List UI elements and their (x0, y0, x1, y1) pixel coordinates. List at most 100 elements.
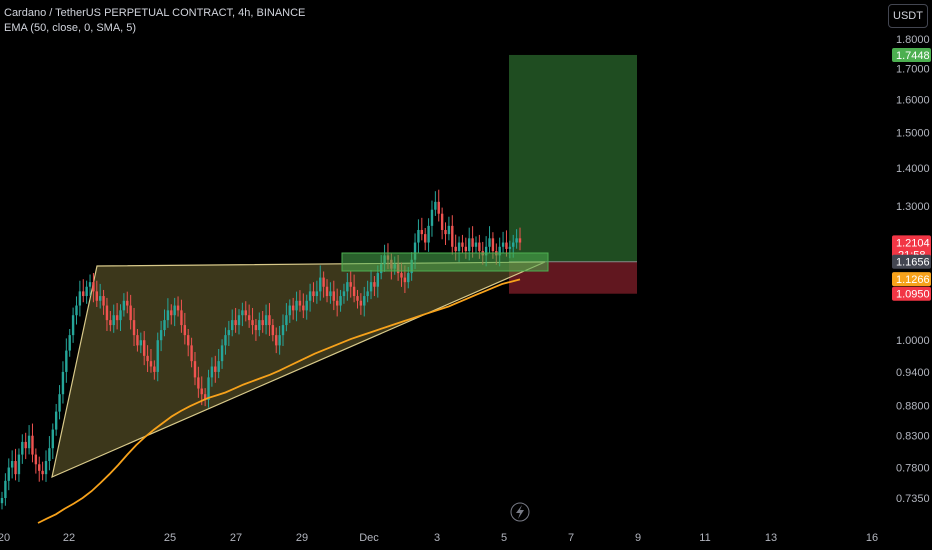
price-tag-label: 1.1266 (896, 274, 930, 286)
candle-body (420, 229, 424, 235)
candle-body (176, 305, 180, 311)
candle-body (44, 461, 48, 475)
candle-body (61, 371, 65, 395)
candle-body (17, 454, 21, 475)
candle-body (68, 335, 71, 351)
candle-body (451, 225, 454, 247)
target-box (509, 54, 637, 262)
candle-body (207, 377, 210, 400)
candle-body (88, 282, 92, 287)
candle-body (54, 411, 58, 430)
x-tick-label: 3 (434, 532, 440, 544)
candle-body (518, 238, 522, 243)
candle-body (278, 335, 281, 346)
candle-body (413, 242, 417, 260)
candle-body (0, 498, 4, 504)
candle-body (515, 238, 518, 243)
candle-body (437, 201, 440, 214)
candle-body (251, 320, 254, 326)
candle-body (48, 448, 51, 462)
price-tag (892, 272, 931, 287)
candle-body (261, 320, 264, 326)
price-tag-label: 1.1656 (896, 257, 930, 269)
candle-body (366, 291, 369, 297)
y-tick-label: 0.8800 (896, 401, 930, 413)
ema-line (37, 278, 521, 524)
candle-body (85, 286, 88, 297)
price-axis: 1.8000 1.7000 1.6000 1.5000 1.4000 1.3000 1.00… (896, 34, 930, 505)
candle-body (468, 238, 471, 252)
price-tag-label: 1.2104 (896, 237, 930, 249)
candle-body (271, 325, 275, 336)
y-tick-label: 1.7000 (896, 63, 930, 75)
price-tag-label: 1.7448 (896, 50, 930, 62)
candle-body (359, 300, 363, 306)
replay-button[interactable] (510, 502, 530, 522)
candle-body (254, 325, 258, 331)
candle-body (227, 330, 231, 336)
candle-body (166, 310, 170, 321)
candle-body (298, 300, 302, 306)
candle-body (363, 296, 366, 306)
candle-body (163, 320, 166, 331)
candle-body (231, 320, 234, 331)
candle-body (34, 454, 38, 465)
candle-body (149, 361, 153, 367)
candle-body (92, 282, 95, 292)
candle-body (142, 340, 146, 356)
candle-body (484, 246, 488, 256)
candle-body (24, 441, 27, 449)
candle-body (31, 435, 34, 455)
candle-body (461, 242, 464, 247)
candle-body (139, 340, 143, 346)
candle-body (488, 238, 491, 247)
candle-body (329, 291, 332, 297)
y-tick-label: 0.7800 (896, 463, 930, 475)
candle-body (444, 229, 447, 235)
candle-body (440, 213, 444, 230)
candle-body (434, 201, 437, 210)
candle-body (400, 273, 403, 278)
candle-body (308, 291, 312, 301)
candle-body (112, 315, 115, 326)
candle-body (478, 242, 481, 252)
price-tag (892, 254, 931, 269)
candle-body (346, 282, 349, 292)
candle-body (505, 242, 508, 249)
candle-body (332, 291, 335, 301)
candle-body (264, 315, 268, 326)
y-tick-label: 1.8000 (896, 34, 930, 46)
candle-body (369, 282, 373, 292)
y-tick-label: 1.5000 (896, 127, 930, 139)
candle-body (75, 305, 78, 316)
x-tick-label: 20 (0, 532, 10, 544)
candle-body (156, 340, 159, 372)
x-tick-label: Dec (359, 532, 379, 544)
candle-body (10, 461, 14, 468)
candle-body (193, 361, 197, 378)
price-tag (892, 286, 931, 301)
candle-body (224, 335, 227, 346)
candle-body (291, 305, 295, 311)
candle-body (220, 345, 224, 362)
candle-body (325, 286, 329, 297)
candle-body (153, 366, 156, 372)
y-tick-label: 1.4000 (896, 163, 930, 175)
candle-body (342, 291, 346, 297)
candle-body (14, 461, 17, 475)
candle-body (268, 315, 271, 326)
candle-body (234, 320, 237, 326)
candle-body (241, 310, 244, 316)
candle-body (424, 234, 427, 243)
candle-body (119, 310, 122, 321)
candle-body (295, 300, 298, 311)
candle-body (146, 355, 149, 362)
candle-body (237, 315, 241, 326)
candle-body (376, 273, 380, 287)
candle-body (373, 282, 376, 287)
candle-body (109, 320, 112, 326)
triangle-pattern (51, 261, 546, 479)
currency-button[interactable]: USDT (888, 4, 928, 28)
